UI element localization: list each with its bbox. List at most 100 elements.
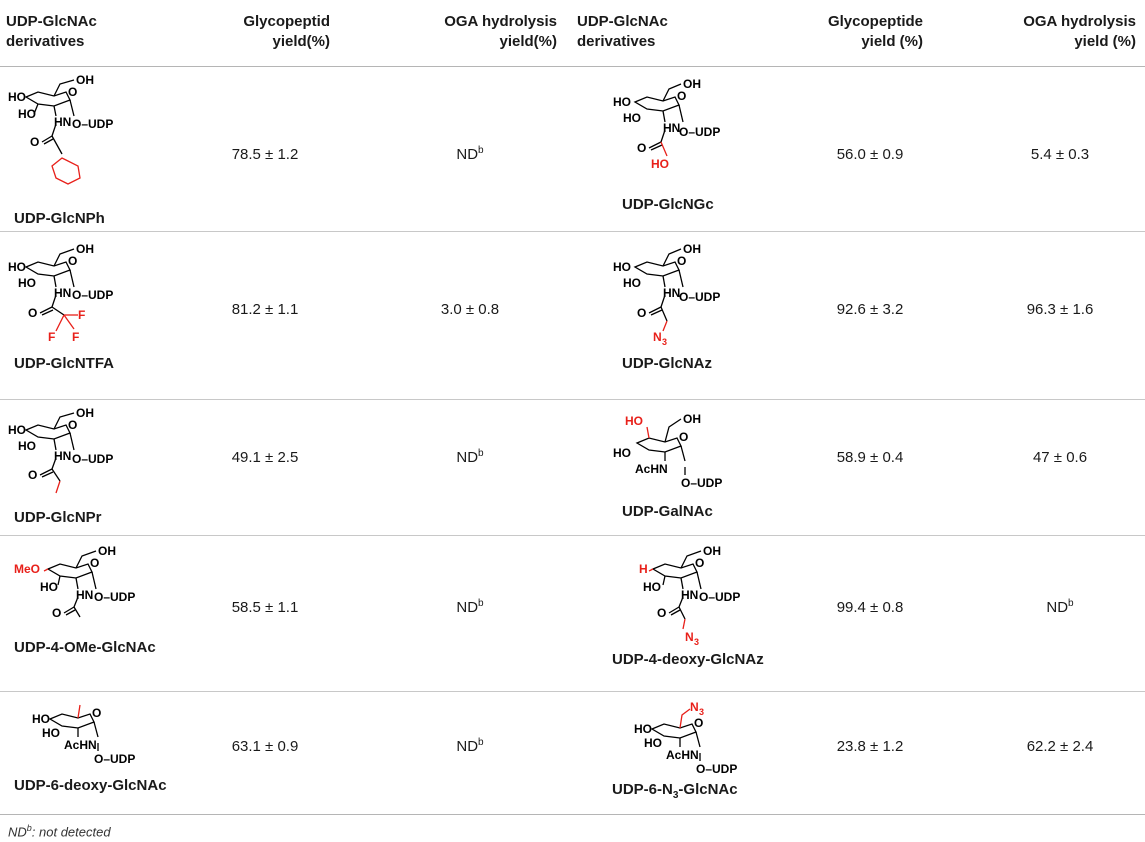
structure-label: O [28, 306, 37, 320]
table-row: HO HO OH O HN O–UDP O UDP-GlcNPh 78.5 ± … [0, 66, 1145, 232]
structure-label: HO [613, 260, 631, 274]
header-oga-right: OGA hydrolysis yield (%) [960, 12, 1136, 52]
structure-label-highlight: F [48, 330, 55, 344]
compound-name: UDP-4-deoxy-GlcNAz [612, 651, 764, 668]
structure-label: O [68, 254, 77, 268]
header-line: Glycopeptid [243, 13, 330, 30]
structure-label: HN [681, 588, 698, 602]
structure-label: O–UDP [696, 762, 737, 776]
structure-label: HO [634, 722, 652, 736]
structure-glcnpr: HO HO OH O HN O–UDP O [8, 406, 113, 494]
structure-label-highlight: HO [651, 157, 669, 171]
structure-label: OH [683, 77, 701, 91]
structure-label: O [28, 468, 37, 482]
glycopeptide-yield-value: 81.2 ± 1.1 [231, 301, 299, 318]
glycopeptide-yield-value: 63.1 ± 0.9 [231, 738, 299, 755]
compound-name-subscript: 3 [672, 790, 679, 801]
oga-yield-value: NDb [990, 598, 1130, 617]
header-line: derivatives [6, 33, 85, 50]
structure-label-highlight: 3 [694, 637, 699, 647]
oga-yield-value: 47 ± 0.6 [1032, 449, 1088, 466]
structure-label: HO [18, 439, 36, 453]
nd-superscript: b [1068, 598, 1074, 609]
structure-galnac: HO OH O HO AcHN O–UDP [613, 412, 722, 490]
header-line: yield (%) [1074, 33, 1136, 50]
structure-label: O–UDP [679, 125, 720, 139]
structure-label-highlight: N [653, 330, 662, 344]
oga-yield-value: 5.4 ± 0.3 [1030, 146, 1090, 163]
structure-label: O [92, 706, 101, 720]
structure-label: HO [8, 423, 26, 437]
footnote-text: : not detected [31, 824, 111, 840]
glycopeptide-yield-value: 78.5 ± 1.2 [231, 146, 299, 163]
header-line: UDP-GlcNAc [577, 13, 668, 30]
table-row: MeO HO OH O HN O–UDP O UDP-4-OMe-GlcNAc … [0, 535, 1145, 692]
structure-4-ome-glcnac: MeO HO OH O HN O–UDP O [14, 544, 135, 620]
structure-glcngc: HO HO OH O HN O–UDP O HO [613, 77, 720, 171]
compound-name: UDP-GlcNPh [14, 210, 105, 227]
structure-label: HN [663, 121, 680, 135]
structure-label: O [637, 306, 646, 320]
structure-label: HO [613, 446, 631, 460]
structure-label: AcHN [64, 738, 97, 752]
structure-label: O [30, 135, 39, 149]
structure-glcntfa: HO HO OH O HN O–UDP O F F F [8, 242, 113, 344]
structure-label: AcHN [635, 462, 668, 476]
structure-label-highlight: N [690, 700, 699, 714]
structure-label: AcHN [666, 748, 699, 762]
structure-label: O [68, 85, 77, 99]
structure-label: O–UDP [94, 752, 135, 766]
header-line: OGA hydrolysis [1023, 13, 1136, 30]
structure-label: HN [54, 449, 71, 463]
table-row: HO HO OH O HN O–UDP O UDP-GlcNPr 49.1 ± … [0, 399, 1145, 536]
oga-yield-value: NDb [400, 145, 540, 164]
glycopeptide-yield-value: 49.1 ± 2.5 [231, 449, 299, 466]
structure-label: HO [643, 580, 661, 594]
structure-label: HO [18, 107, 36, 121]
glycopeptide-yield-value: 99.4 ± 0.8 [836, 599, 904, 616]
structure-label: HN [76, 588, 93, 602]
structure-label-highlight: 3 [662, 337, 667, 347]
structure-label: O [637, 141, 646, 155]
oga-yield-value: NDb [400, 599, 540, 617]
compound-name: UDP-4-OMe-GlcNAc [14, 639, 156, 656]
nd-text: ND [456, 738, 479, 755]
structure-label: HO [32, 712, 50, 726]
header-glycopeptide-yield: Glycopeptide yield (%) [800, 12, 923, 52]
glycopeptide-yield-value: 23.8 ± 1.2 [836, 738, 904, 755]
structure-label-highlight: 3 [699, 707, 704, 717]
oga-yield-value: 62.2 ± 2.4 [1026, 738, 1094, 755]
header-line: OGA hydrolysis [444, 13, 557, 30]
structure-label-highlight: F [72, 330, 79, 344]
structure-label: HO [8, 90, 26, 104]
compound-name: UDP-GalNAc [622, 503, 713, 520]
structure-label: O–UDP [72, 288, 113, 302]
header-line: yield(%) [499, 33, 557, 50]
header-derivatives-right: UDP-GlcNAc derivatives [577, 12, 668, 52]
structure-label: HO [8, 260, 26, 274]
header-oga-left: OGA hydrolysis yield(%) [380, 12, 557, 52]
structure-label-highlight: HO [625, 414, 643, 428]
nd-superscript: b [478, 145, 484, 156]
compound-name-part: -GlcNAc [678, 781, 738, 798]
compound-name: UDP-GlcNGc [622, 196, 714, 213]
glycopeptide-yield-value: 58.5 ± 1.1 [231, 599, 299, 616]
structure-glcnaz: HO HO OH O HN O–UDP O N 3 [613, 242, 720, 347]
structure-6-deoxy-glcnac: HO HO O AcHN O–UDP [32, 704, 135, 766]
structure-6-n3-glcnac: N 3 HO HO O AcHN O–UDP [634, 700, 737, 776]
structure-label: OH [76, 242, 94, 256]
table-row: HO HO OH O HN O–UDP O F F F UDP-GlcNTFA … [0, 231, 1145, 400]
structure-label: O–UDP [681, 476, 722, 490]
structure-label: O [52, 606, 61, 620]
oga-yield-value: 96.3 ± 1.6 [1026, 301, 1094, 318]
compound-name: UDP-GlcNTFA [14, 355, 115, 372]
nd-superscript: b [478, 448, 484, 459]
structure-label: HN [663, 286, 680, 300]
table-row: HO HO O AcHN O–UDP UDP-6-deoxy-GlcNAc 63… [0, 691, 1145, 815]
oga-yield-value: NDb [400, 738, 540, 756]
structure-label: HO [623, 111, 641, 125]
structure-label: O–UDP [72, 452, 113, 466]
oga-yield-value: 3.0 ± 0.8 [440, 301, 500, 318]
compound-name: UDP-6-N3-GlcNAc [612, 781, 738, 801]
footnote-nd: ND [8, 824, 27, 840]
